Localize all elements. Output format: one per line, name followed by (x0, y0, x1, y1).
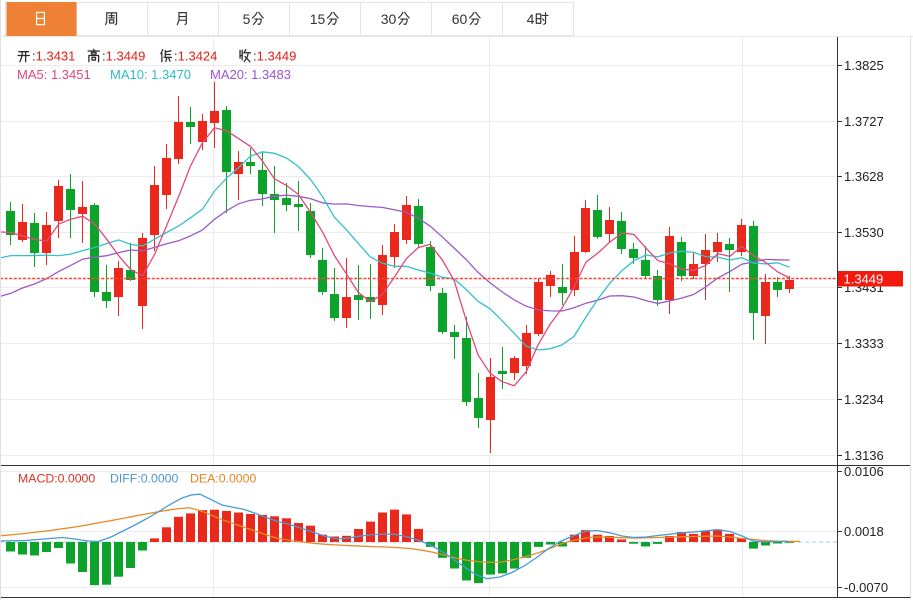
svg-text:1.3530: 1.3530 (844, 225, 884, 240)
svg-text::1.3431: :1.3431 (32, 49, 75, 64)
svg-text:15: 15 (310, 11, 326, 27)
svg-text:0.0018: 0.0018 (844, 524, 884, 539)
svg-text::1.3424: :1.3424 (174, 49, 217, 64)
svg-text:DIFF:0.0000: DIFF:0.0000 (110, 472, 179, 486)
svg-text::1.3449: :1.3449 (102, 49, 145, 64)
svg-text:1.3136: 1.3136 (844, 448, 884, 463)
svg-text:5: 5 (243, 11, 251, 27)
svg-text:MA20: 1.3483: MA20: 1.3483 (210, 67, 291, 82)
svg-text:4: 4 (527, 11, 535, 27)
svg-text:1.3825: 1.3825 (844, 58, 884, 73)
svg-text:MA5: 1.3451: MA5: 1.3451 (17, 67, 91, 82)
svg-text:0.0106: 0.0106 (844, 464, 884, 479)
svg-text:1.3234: 1.3234 (844, 392, 884, 407)
svg-text:60: 60 (452, 11, 468, 27)
svg-text:1.3727: 1.3727 (844, 114, 884, 129)
svg-text:1.3628: 1.3628 (844, 169, 884, 184)
svg-text:1.3333: 1.3333 (844, 336, 884, 351)
svg-text:MACD:0.0000: MACD:0.0000 (18, 472, 95, 486)
svg-text:MA10: 1.3470: MA10: 1.3470 (110, 67, 191, 82)
svg-text:1.3449: 1.3449 (844, 272, 884, 287)
svg-text::1.3449: :1.3449 (253, 49, 296, 64)
svg-text:30: 30 (381, 11, 397, 27)
svg-text:DEA:0.0000: DEA:0.0000 (190, 472, 256, 486)
svg-text:-0.0070: -0.0070 (844, 580, 888, 595)
